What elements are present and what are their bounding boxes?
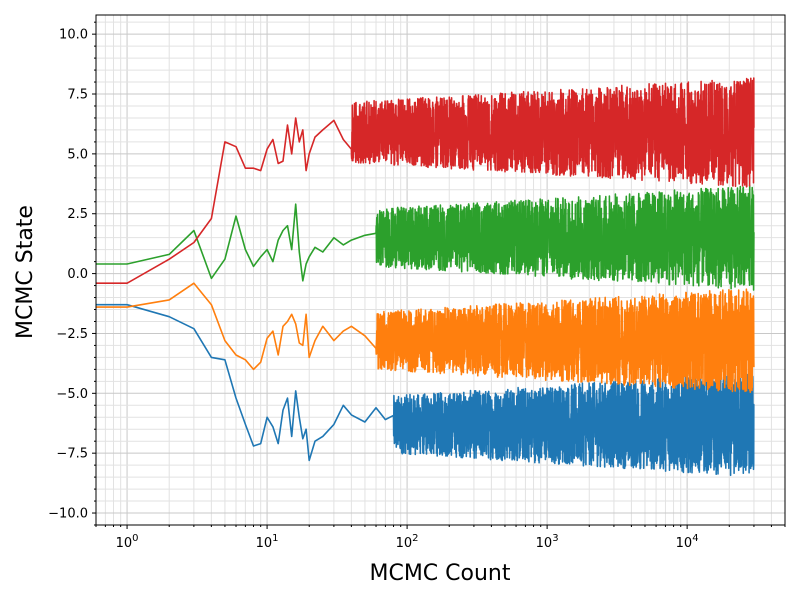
x-tick-label: 100 [116,533,139,551]
x-tick-label: 104 [676,533,699,551]
y-axis-label: MCMC State [13,205,38,339]
y-tick-label: 7.5 [67,88,88,103]
x-tick-label: 102 [396,533,419,551]
y-tick-label: −2.5 [56,327,88,342]
plot-area-frame [95,14,786,526]
series-line-1 [96,282,755,393]
x-tick-label: 103 [536,533,559,551]
y-tick-label: 5.0 [67,147,88,162]
series-lines [96,77,755,477]
y-tick-label: 10.0 [59,28,88,43]
x-axis-label: MCMC Count [369,561,510,586]
y-tick-label: 2.5 [67,207,88,222]
y-tick-label: −5.0 [56,387,88,402]
series-line-3 [96,77,755,284]
series-line-0 [96,303,755,477]
y-tick-label: −10.0 [48,507,88,522]
series-line-2 [96,184,755,291]
axis-ticks: 100 101 102 103 104 10.0 7.5 5.0 2.5 0.0 −2.5 −5.0 −… [48,21,786,551]
y-tick-label: −7.5 [56,447,88,462]
x-tick-label: 101 [256,533,279,551]
y-tick-label: 0.0 [67,267,88,282]
